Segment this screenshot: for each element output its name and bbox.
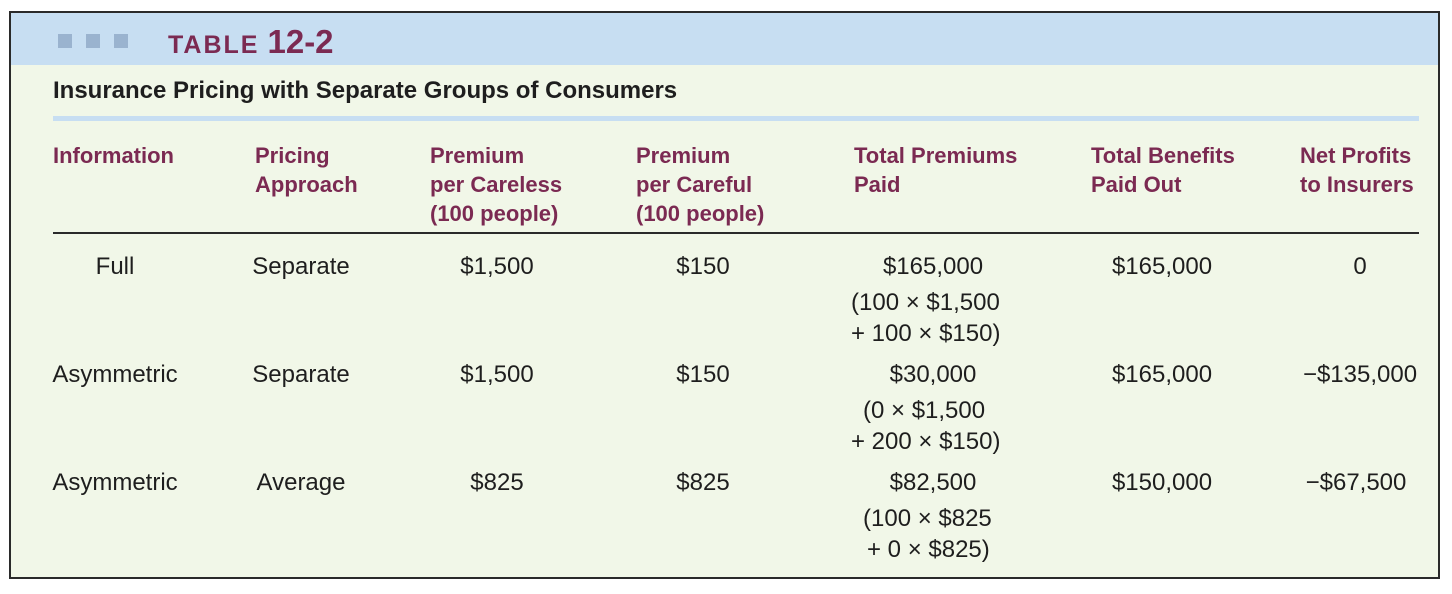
cell-profits: 0 bbox=[1353, 253, 1367, 280]
column-header-careless: Premium per Careless (100 people) bbox=[430, 143, 563, 226]
cell-calculation: (100 × $825 + 0 × $825) bbox=[863, 505, 992, 563]
square-icon bbox=[86, 34, 100, 48]
table-number: 12-2 bbox=[267, 23, 334, 60]
cell-total-premiums: $82,500 bbox=[889, 469, 977, 496]
cell-careless: $1,500 bbox=[460, 361, 534, 388]
cell-pricing: Separate bbox=[252, 253, 350, 280]
square-icon bbox=[58, 34, 72, 48]
cell-careful: $150 bbox=[676, 361, 730, 388]
title-bar: TABLE 12-2 bbox=[11, 13, 1438, 65]
column-header-pricing: Pricing Approach bbox=[255, 143, 358, 197]
cell-profits: −$135,000 bbox=[1302, 361, 1418, 388]
decorative-squares bbox=[58, 34, 128, 48]
table-word: TABLE bbox=[168, 31, 260, 59]
cell-pricing: Separate bbox=[252, 361, 350, 388]
cell-careful: $825 bbox=[676, 469, 730, 496]
cell-total-premiums: $165,000 bbox=[882, 253, 984, 280]
column-header-careful: Premium per Careful (100 people) bbox=[636, 143, 765, 226]
cell-information: Asymmetric bbox=[52, 469, 178, 496]
cell-careless: $825 bbox=[470, 469, 524, 496]
column-header-information: Information bbox=[53, 143, 174, 168]
column-header-total-premiums: Total Premiums Paid bbox=[854, 143, 1018, 197]
cell-benefits: $150,000 bbox=[1111, 469, 1213, 496]
cell-benefits: $165,000 bbox=[1111, 253, 1213, 280]
cell-pricing: Average bbox=[256, 469, 346, 496]
cell-calculation: (100 × $1,500 + 100 × $150) bbox=[851, 289, 1001, 347]
column-divider bbox=[53, 232, 1419, 234]
table-label: TABLE 12-2 bbox=[168, 23, 334, 61]
cell-careful: $150 bbox=[676, 253, 730, 280]
cell-benefits: $165,000 bbox=[1111, 361, 1213, 388]
column-header-profits: Net Profits to Insurers bbox=[1300, 143, 1414, 197]
cell-total-premiums: $30,000 bbox=[889, 361, 977, 388]
cell-information: Full bbox=[95, 253, 135, 280]
table-subtitle: Insurance Pricing with Separate Groups o… bbox=[53, 77, 678, 104]
column-header-benefits: Total Benefits Paid Out bbox=[1091, 143, 1235, 197]
square-icon bbox=[114, 34, 128, 48]
cell-profits: −$67,500 bbox=[1305, 469, 1407, 496]
cell-careless: $1,500 bbox=[460, 253, 534, 280]
cell-information: Asymmetric bbox=[52, 361, 178, 388]
header-divider bbox=[53, 116, 1419, 121]
cell-calculation: (0 × $1,500 + 200 × $150) bbox=[851, 397, 1001, 455]
table-panel: TABLE 12-2 Insurance Pricing with Separat… bbox=[9, 11, 1440, 579]
